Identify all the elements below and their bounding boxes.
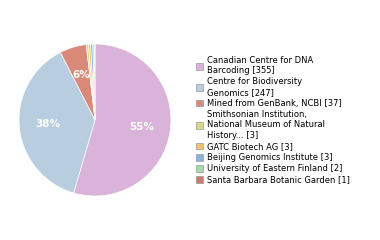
Wedge shape	[93, 44, 95, 120]
Text: 55%: 55%	[129, 122, 154, 132]
Wedge shape	[90, 44, 95, 120]
Legend: Canadian Centre for DNA
Barcoding [355], Centre for Biodiversity
Genomics [247],: Canadian Centre for DNA Barcoding [355],…	[194, 54, 351, 186]
Wedge shape	[19, 52, 95, 193]
Wedge shape	[60, 44, 95, 120]
Text: 6%: 6%	[73, 70, 90, 80]
Wedge shape	[86, 44, 95, 120]
Text: 38%: 38%	[36, 120, 60, 129]
Wedge shape	[94, 44, 95, 120]
Wedge shape	[89, 44, 95, 120]
Wedge shape	[74, 44, 171, 196]
